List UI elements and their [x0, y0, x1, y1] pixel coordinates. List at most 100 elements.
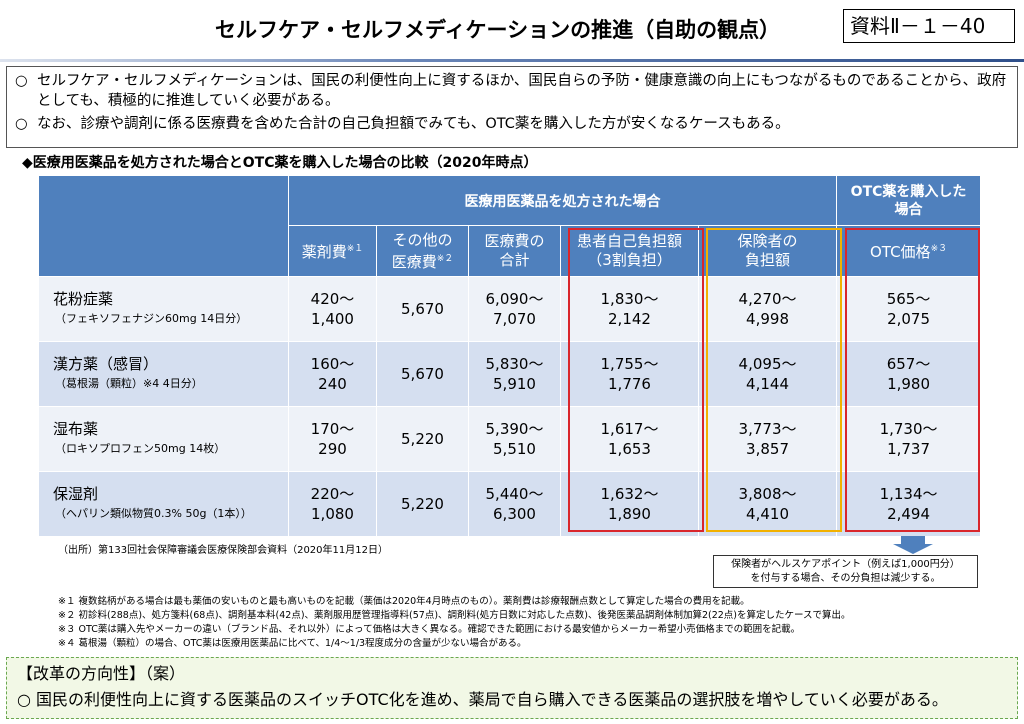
value: 420～ [310, 290, 355, 308]
title-underline [0, 59, 1024, 62]
document-reference: 資料Ⅱ－１－40 [843, 9, 1015, 43]
otc-price-cell: 565～ 2,075 [836, 276, 982, 342]
reform-body: ○ 国民の利便性向上に資する医薬品のスイッチOTC化を進め、薬局で自ら購入できる… [17, 690, 948, 709]
total-cell: 5,830～ 5,910 [468, 341, 561, 407]
insurer-share-cell: 3,773～ 3,857 [697, 406, 838, 472]
header-other-cost-label: その他の [392, 230, 453, 249]
drug-name: 漢方薬（感冒） [53, 355, 159, 373]
section-heading: ◆医療用医薬品を処方された場合とOTC薬を購入した場合の比較（2020年時点） [22, 155, 538, 171]
value: 4,410 [746, 505, 789, 523]
value: 1,080 [311, 505, 354, 523]
header-patient-label: （3割負担） [587, 251, 672, 269]
value: 1,776 [608, 375, 651, 393]
value: 5,910 [493, 375, 536, 393]
value: 290 [318, 440, 347, 458]
header-drug-cost: 薬剤費※１ [288, 225, 377, 277]
value: 6,090～ [485, 290, 544, 308]
intro-item: ○ セルフケア・セルフメディケーションは、国民の利便性向上に資するほか、国民自ら… [15, 71, 1009, 111]
drug-name: 花粉症薬 [53, 290, 114, 308]
footnote: ※３ OTC薬は購入先やメーカーの違い（ブランド品、それ以外）によって価格は大き… [58, 624, 801, 635]
drug-name-cell: 漢方薬（感冒） （葛根湯（顆粒）※4 4日分） [38, 341, 289, 407]
drug-name-cell: 湿布薬 （ロキソプロフェン50mg 14枚） [38, 406, 289, 472]
header-insurer-label: 負担額 [745, 251, 791, 269]
down-arrow-icon [893, 536, 933, 554]
value: 1,134～ [879, 485, 938, 503]
header-patient-share: 患者自己負担額 （3割負担） [560, 225, 699, 277]
value: 5,830～ [485, 355, 544, 373]
value: 1,730～ [879, 420, 938, 438]
reform-direction-box: 【改革の方向性】（案） ○ 国民の利便性向上に資する医薬品のスイッチOTC化を進… [6, 657, 1018, 719]
value: 3,808～ [738, 485, 797, 503]
intro-text: セルフケア・セルフメディケーションは、国民の利便性向上に資するほか、国民自らの予… [37, 73, 1007, 109]
drug-name-cell: 保湿剤 （ヘパリン類似物質0.3% 50g（1本）） [38, 471, 289, 537]
header-otc-price-label: OTC価格 [869, 243, 931, 261]
header-otc-price: OTC価格※３ [836, 225, 982, 277]
table-row: 漢方薬（感冒） （葛根湯（顆粒）※4 4日分） 160～ 240 5,670 5,8… [38, 341, 982, 407]
value: 1,632～ [600, 485, 659, 503]
drug-cost-cell: 160～ 240 [288, 341, 377, 407]
patient-share-cell: 1,632～ 1,890 [560, 471, 699, 537]
value: 4,095～ [738, 355, 797, 373]
value: 1,400 [311, 310, 354, 328]
source-citation: （出所）第133回社会保障審議会医療保険部会資料（2020年11月12日） [58, 545, 388, 556]
table-header-row: 医療用医薬品を処方された場合 OTC薬を購入した場合 [38, 175, 982, 277]
value: 2,494 [887, 505, 931, 523]
drug-detail: （ヘパリン類似物質0.3% 50g（1本）） [55, 507, 252, 520]
intro-text: なお、診療や調剤に係る医療費を含めた合計の自己負担額でみても、OTC薬を購入した… [37, 116, 790, 132]
intro-box: ○ セルフケア・セルフメディケーションは、国民の利便性向上に資するほか、国民自ら… [6, 66, 1018, 148]
other-cost-cell: 5,220 [376, 471, 469, 537]
header-prescribed-group: 医療用医薬品を処方された場合 [287, 175, 838, 226]
total-cell: 5,440～ 6,300 [468, 471, 561, 537]
drug-detail: （フェキソフェナジン60mg 14日分） [55, 312, 248, 325]
header-total-label: 医療費の [484, 232, 545, 250]
callout-text: 保険者がヘルスケアポイント（例えば1,000円分） [731, 559, 960, 570]
otc-price-cell: 657～ 1,980 [836, 341, 982, 407]
value: 5,440～ [485, 485, 544, 503]
insurer-share-cell: 4,095～ 4,144 [697, 341, 838, 407]
otc-price-cell: 1,134～ 2,494 [836, 471, 982, 537]
drug-cost-cell: 420～ 1,400 [288, 276, 377, 342]
footnote: ※１ 複数銘柄がある場合は最も薬価の安いものと最も高いものを記載（薬価は2020… [58, 596, 750, 607]
value: 170～ [310, 420, 355, 438]
value: 2,075 [887, 310, 931, 328]
comparison-table: 医療用医薬品を処方された場合 OTC薬を購入した場合 薬剤費※１ その他の 医療費… [38, 175, 982, 537]
value: 1,737 [887, 440, 931, 458]
value: 240 [318, 375, 347, 393]
note-ref: ※３ [930, 244, 948, 254]
bullet-circle-icon: ○ [15, 116, 28, 132]
value: 4,144 [746, 375, 789, 393]
callout-text: を付与する場合、その分負担は減少する。 [750, 573, 941, 584]
page-title: セルフケア・セルフメディケーションの推進（自助の観点） [215, 18, 781, 42]
footnotes: ※１ 複数銘柄がある場合は最も薬価の安いものと最も高いものを記載（薬価は2020… [58, 595, 851, 651]
other-cost-cell: 5,670 [376, 341, 469, 407]
patient-share-cell: 1,830～ 2,142 [560, 276, 699, 342]
value: 160～ [310, 355, 355, 373]
header-other-cost-label: 医療費 [391, 252, 437, 271]
header-total: 医療費の 合計 [468, 225, 561, 277]
otc-price-cell: 1,730～ 1,737 [836, 406, 982, 472]
patient-share-cell: 1,617～ 1,653 [560, 406, 699, 472]
value: 4,270～ [738, 290, 797, 308]
value: 1,617～ [600, 420, 659, 438]
value: 1,830～ [600, 290, 659, 308]
header-insurer-label: 保険者の [737, 232, 798, 250]
value: 1,653 [608, 440, 651, 458]
insurer-share-cell: 4,270～ 4,998 [697, 276, 838, 342]
note-ref: ※１ [346, 244, 364, 254]
value: 4,998 [746, 310, 789, 328]
value: 5,510 [493, 440, 536, 458]
table-row: 湿布薬 （ロキソプロフェン50mg 14枚） 170～ 290 5,220 5,39… [38, 406, 982, 472]
value: 7,070 [493, 310, 536, 328]
total-cell: 6,090～ 7,070 [468, 276, 561, 342]
header-other-cost: その他の医療費※２ [376, 225, 469, 277]
value: 3,773～ [738, 420, 797, 438]
healthcare-point-callout: 保険者がヘルスケアポイント（例えば1,000円分） を付与する場合、その分負担は… [713, 555, 978, 588]
header-otc-group-label: OTC薬を購入した場合 [850, 183, 967, 218]
note-ref: ※２ [436, 253, 454, 264]
table-subheader-row: 薬剤費※１ その他の医療費※２ 医療費の 合計 患者自己負担額 （3割負担） 保険者… [39, 225, 982, 277]
drug-cost-cell: 220～ 1,080 [288, 471, 377, 537]
value: 5,390～ [485, 420, 544, 438]
footnote: ※２ 初診料(288点)、処方箋料(68点)、調剤基本料(42点)、薬剤服用歴管… [58, 610, 851, 621]
other-cost-cell: 5,670 [376, 276, 469, 342]
value: 565～ [886, 290, 931, 308]
